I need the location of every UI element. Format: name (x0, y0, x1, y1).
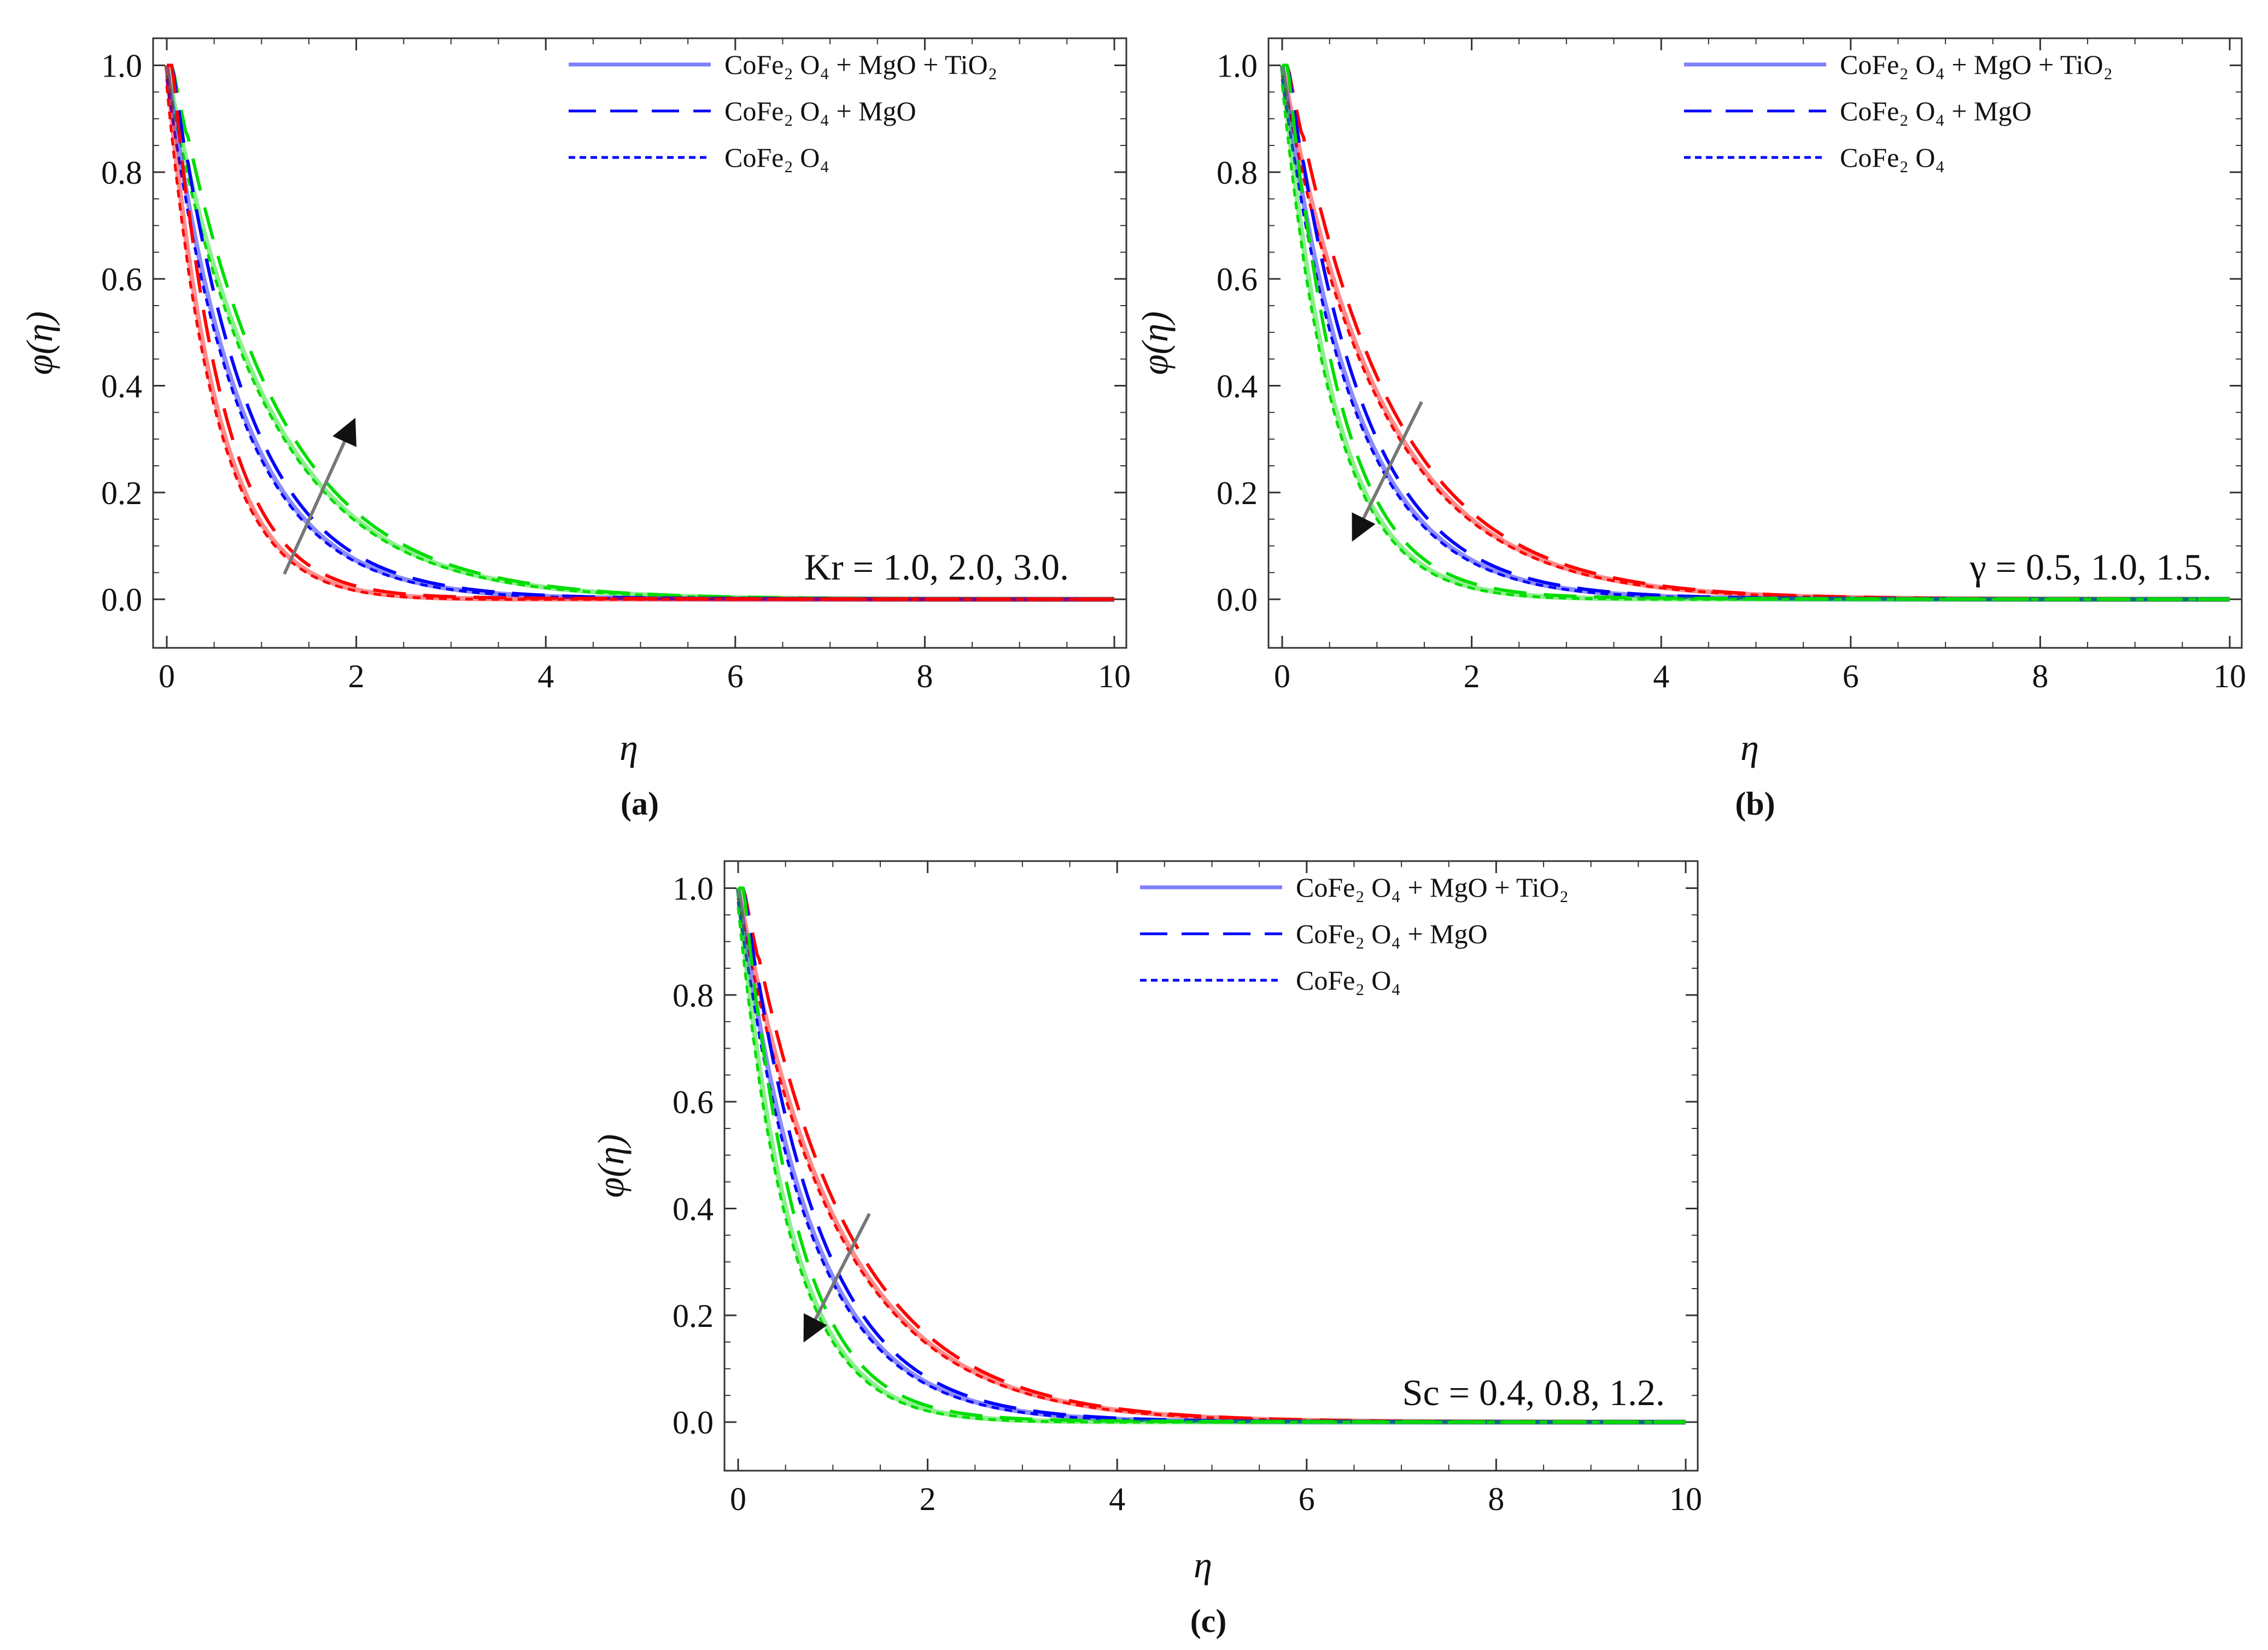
y-axis-label: φ(η) (1134, 311, 1176, 375)
parameter-annotation: γ = 0.5, 1.0, 1.5. (1969, 546, 2212, 588)
x-tick-label: 10 (1098, 658, 1131, 694)
x-tick-label: 2 (1464, 658, 1480, 694)
series-line-2-dashed (738, 886, 1686, 1424)
series-line-3-dashed (738, 886, 1686, 1424)
legend-label: CoFe₂ O₄ (1296, 965, 1401, 996)
series-line-1-dashed (1282, 63, 2230, 601)
series-line-1-dashed (738, 886, 1686, 1424)
panel-label: (a) (621, 786, 659, 822)
x-tick-label: 2 (920, 1481, 936, 1517)
series-line-3-dotted (1281, 84, 2230, 601)
y-tick-label: 0.4 (1217, 368, 1258, 405)
panel-3: 0 2 4 6 8 10 0.0 0.2 0.4 0.6 0.8 1.0 η φ(η) (c) CoFe₂ O… (590, 860, 1702, 1639)
trend-arrow (283, 418, 356, 575)
x-tick-label: 10 (2213, 658, 2246, 694)
series-line-2-solid (735, 887, 1686, 1425)
x-tick-label: 6 (1843, 658, 1859, 694)
series-line-2-solid (1279, 65, 2230, 602)
series-line-3-solid (1279, 65, 2230, 602)
legend-label: CoFe₂ O₄ (724, 142, 829, 173)
y-tick-label: 1.0 (673, 871, 714, 907)
legend-label: CoFe₂ O₄ + MgO + TiO₂ (1840, 49, 2113, 80)
y-axis-label: φ(η) (590, 1134, 632, 1198)
x-tick-label: 0 (730, 1481, 746, 1517)
y-tick-label: 0.6 (673, 1084, 714, 1120)
plot-frame (723, 860, 1699, 1472)
x-axis-label: η (1194, 1544, 1212, 1585)
x-tick-label: 8 (2032, 658, 2048, 694)
plot-frame (1267, 37, 2243, 649)
series-line-1-solid (735, 887, 1686, 1425)
x-tick-label: 4 (537, 658, 554, 694)
series-line-3-solid (735, 888, 1686, 1425)
y-tick-label: 0.6 (1217, 261, 1258, 297)
x-tick-label: 6 (1299, 1481, 1315, 1517)
y-tick-label: 0.2 (673, 1298, 714, 1334)
panel-label: (b) (1735, 786, 1775, 822)
y-tick-label: 0.2 (101, 475, 142, 511)
legend-label: CoFe₂ O₄ + MgO (724, 96, 916, 126)
curves (1279, 63, 2230, 602)
trend-arrow (1352, 401, 1423, 542)
legend-label: CoFe₂ O₄ + MgO (1840, 96, 2032, 126)
y-tick-label: 0.0 (673, 1405, 714, 1441)
trend-arrow (803, 1213, 871, 1343)
y-tick-label: 1.0 (1217, 48, 1258, 84)
series-line-3-dotted (736, 907, 1686, 1424)
legend-label: CoFe₂ O₄ + MgO + TiO₂ (1296, 872, 1569, 903)
x-tick-label: 4 (1109, 1481, 1125, 1517)
x-axis-label: η (619, 727, 638, 768)
x-tick-label: 8 (916, 658, 933, 694)
y-tick-label: 0.8 (673, 978, 714, 1014)
x-axis-label: η (1740, 727, 1759, 768)
y-tick-label: 1.0 (101, 48, 142, 84)
series-line-3-dotted (165, 85, 1114, 601)
x-tick-label: 0 (159, 658, 175, 694)
y-tick-label: 0.0 (101, 582, 142, 618)
parameter-annotation: Sc = 0.4, 0.8, 1.2. (1402, 1372, 1665, 1413)
y-tick-label: 0.8 (1217, 155, 1258, 191)
curves (735, 886, 1686, 1425)
y-tick-label: 0.6 (101, 261, 142, 297)
legend-label: CoFe₂ O₄ + MgO (1296, 918, 1488, 949)
y-tick-label: 0.4 (101, 368, 142, 405)
series-line-1-solid (1279, 65, 2230, 602)
plot-frame (152, 37, 1127, 649)
series-line-3-dashed (1282, 63, 2230, 601)
panel-label: (c) (1190, 1603, 1227, 1639)
x-tick-label: 0 (1274, 658, 1290, 694)
x-tick-label: 8 (1488, 1481, 1504, 1517)
x-tick-label: 2 (348, 658, 365, 694)
y-tick-label: 0.4 (673, 1191, 714, 1227)
x-tick-label: 10 (1669, 1481, 1702, 1517)
parameter-annotation: Kr = 1.0, 2.0, 3.0. (804, 546, 1069, 588)
y-tick-label: 0.8 (101, 155, 142, 191)
y-tick-label: 0.2 (1217, 475, 1258, 511)
x-tick-label: 4 (1653, 658, 1669, 694)
series-line-2-dashed (1282, 63, 2230, 601)
curves (164, 63, 1114, 602)
panel-2: 0 2 4 6 8 10 0.0 0.2 0.4 0.6 0.8 1.0 η φ(η) (b) CoFe₂ O… (1134, 37, 2246, 822)
panel-1: 0 2 4 6 8 10 0.0 0.2 0.4 0.6 0.8 1.0 η φ(η) (a) CoFe₂ O… (19, 37, 1131, 822)
y-tick-label: 0.0 (1217, 582, 1258, 618)
legend-label: CoFe₂ O₄ + MgO + TiO₂ (724, 49, 997, 80)
x-tick-label: 6 (727, 658, 744, 694)
legend-label: CoFe₂ O₄ (1840, 142, 1945, 173)
y-axis-label: φ(η) (19, 311, 60, 375)
